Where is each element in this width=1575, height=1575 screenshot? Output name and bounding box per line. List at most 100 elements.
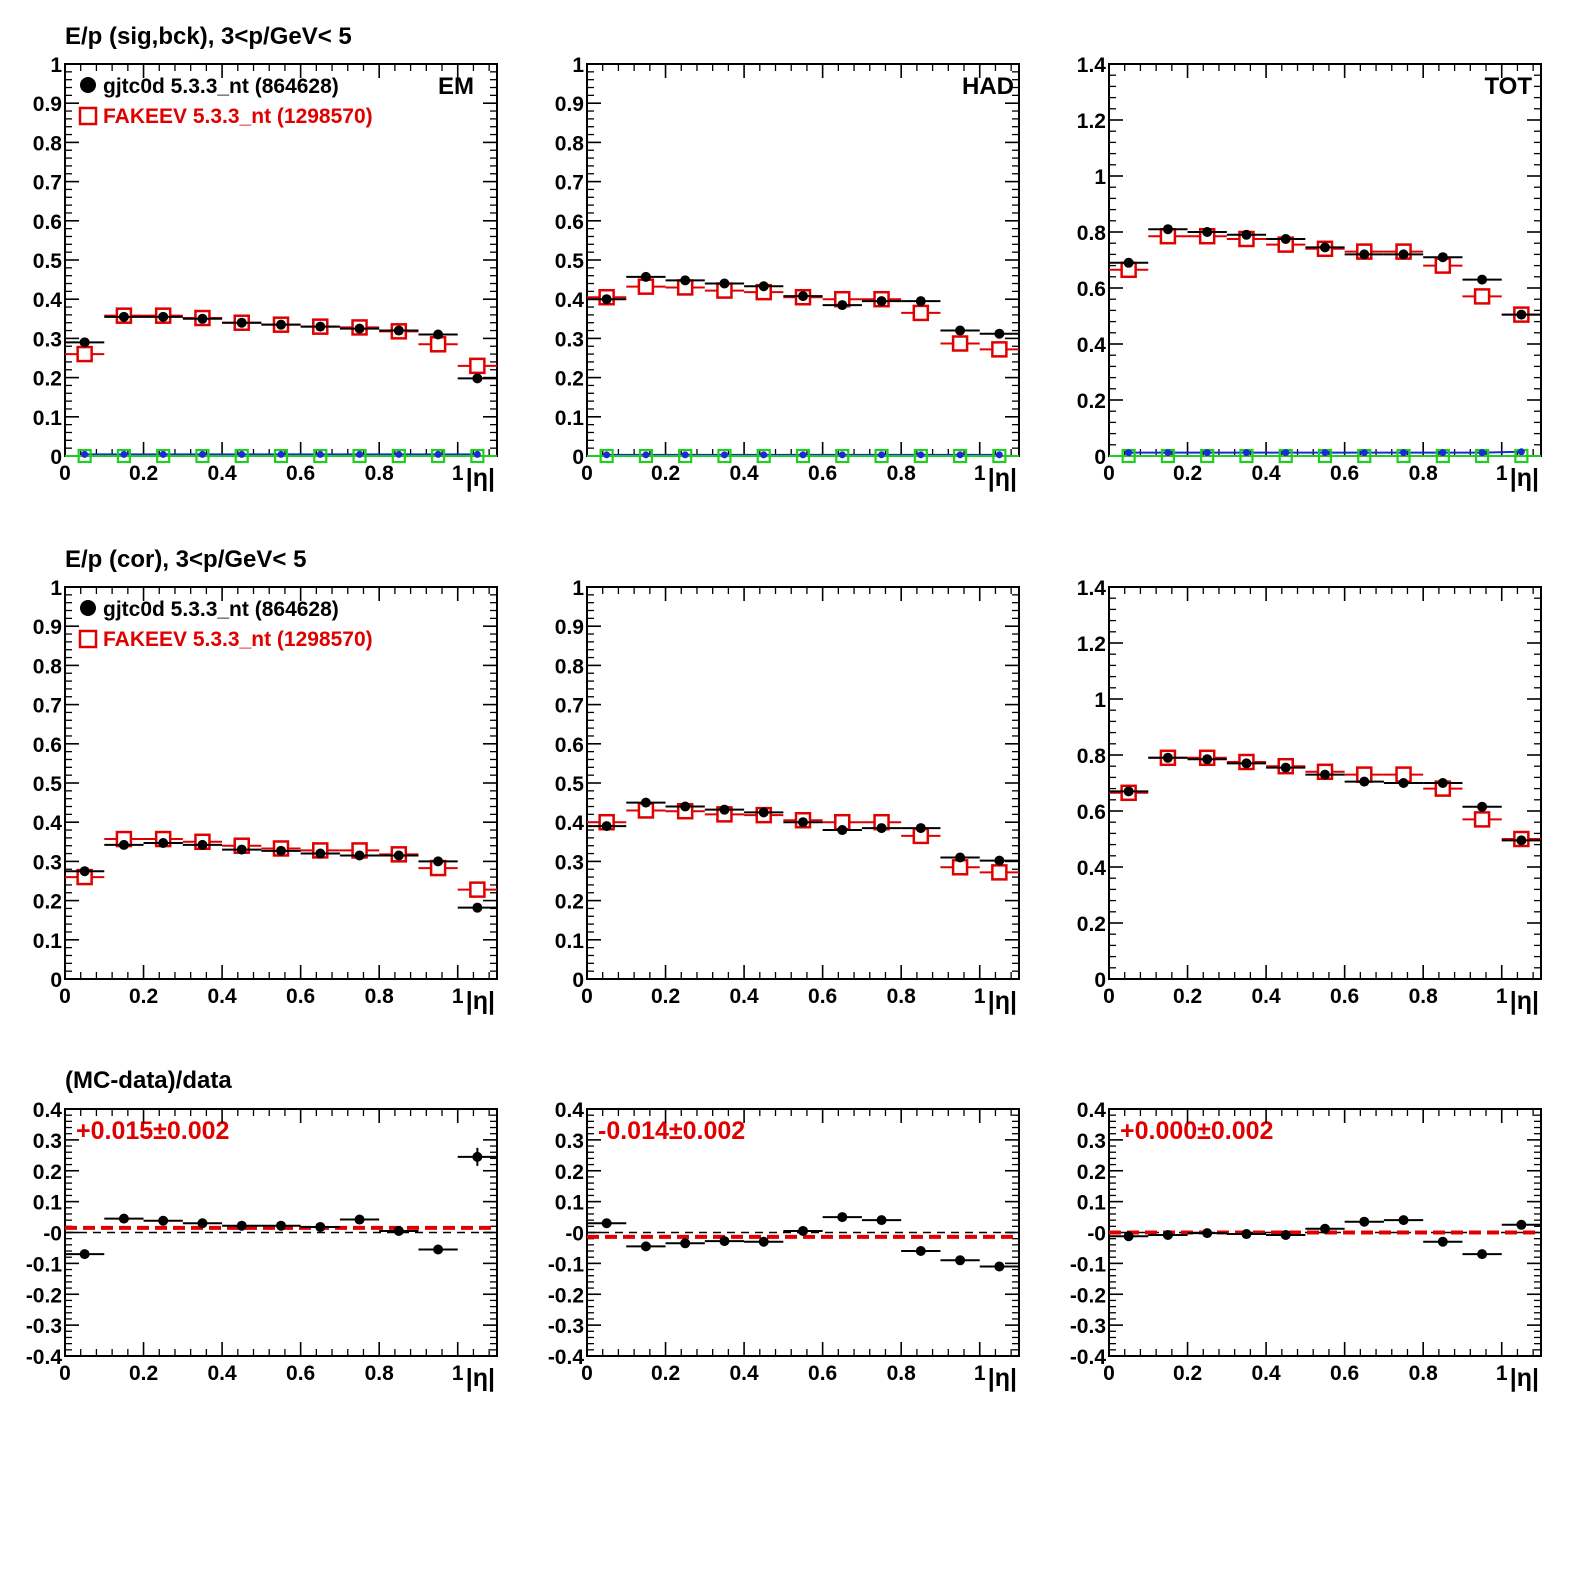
y-tick-label: -0 (565, 1223, 584, 1246)
mc-point (76, 345, 93, 363)
x-tick-label: 0.2 (129, 985, 158, 1008)
y-tick-label: 0.4 (1077, 334, 1107, 357)
x-tick-label: 0.8 (365, 985, 395, 1008)
background-green-marker (678, 448, 693, 464)
ratio-point (640, 1241, 651, 1252)
data-point (1162, 224, 1173, 235)
data-point (680, 801, 691, 812)
background-blue-point (198, 450, 206, 458)
background-blue-point (1282, 449, 1290, 457)
y-tick-label: 1 (50, 54, 62, 77)
data-point (1398, 249, 1409, 260)
plot-frame (1108, 586, 1542, 980)
data-point (1241, 758, 1252, 769)
x-tick-label: 0.8 (365, 462, 395, 485)
x-tick-label: 0.4 (207, 462, 237, 485)
background-blue-point (1360, 449, 1368, 457)
y-tick-label: 0.1 (33, 1192, 63, 1215)
y-tick-label: 0.3 (555, 328, 584, 351)
y-tick-label: 0.1 (33, 930, 63, 953)
x-axis-label: |η| (988, 987, 1017, 1015)
y-tick-label: 1 (572, 577, 584, 600)
y-tick-label: 0.2 (33, 1161, 62, 1184)
y-tick-label: 0.4 (1077, 857, 1107, 880)
y-tick-label: 0.5 (555, 250, 585, 273)
y-tick-label: 0.9 (33, 93, 62, 116)
corner-label-tot: TOT (1484, 73, 1532, 100)
x-tick-label: 0.2 (129, 1362, 158, 1385)
y-tick-label: 1 (1094, 166, 1106, 189)
background-blue-point (120, 450, 128, 458)
background-blue-point (642, 451, 650, 459)
fit-label-em: +0.015±0.002 (76, 1117, 229, 1145)
ratio-point (118, 1213, 129, 1224)
data-point (433, 856, 444, 867)
background-blue-point (238, 450, 246, 458)
y-tick-label: -0.3 (548, 1315, 584, 1338)
y-tick-label: 0.4 (33, 812, 63, 835)
background-blue-point (720, 451, 728, 459)
y-tick-label: 1 (50, 577, 62, 600)
y-tick-label: -0 (43, 1223, 62, 1246)
data-point (1280, 762, 1291, 773)
data-point (955, 325, 966, 336)
x-tick-label: 0.4 (729, 462, 759, 485)
x-tick-label: 0 (1103, 1362, 1115, 1385)
data-point (236, 317, 247, 328)
ratio-point (1437, 1236, 1448, 1247)
background-green-marker (77, 448, 92, 464)
data-point (393, 850, 404, 861)
y-tick-label: 0 (1094, 969, 1106, 992)
y-tick-label: 0.1 (555, 407, 585, 430)
x-tick-label: 0.6 (286, 985, 315, 1008)
legend-mc-label: FAKEEV 5.3.3_nt (1298570) (103, 105, 373, 128)
x-tick-label: 0.4 (729, 1362, 759, 1385)
x-axis-label: |η| (988, 464, 1017, 492)
legend-row1: gjtc0d 5.3.3_nt (864628) FAKEEV 5.3.3_nt… (78, 75, 373, 128)
x-axis-label: |η| (466, 464, 495, 492)
background-green-marker (352, 448, 367, 464)
y-tick-label: -0.1 (548, 1253, 585, 1276)
data-point (433, 329, 444, 340)
data-point (1477, 274, 1488, 285)
ratio-point (197, 1218, 208, 1229)
y-tick-label: 0.8 (555, 655, 585, 678)
y-tick-label: 0.7 (33, 695, 62, 718)
x-tick-label: 0.6 (808, 462, 837, 485)
y-tick-label: 0.2 (1077, 913, 1106, 936)
background-blue-point (316, 450, 324, 458)
corner-label-had: HAD (962, 73, 1014, 100)
y-tick-label: 0.4 (33, 1099, 63, 1122)
x-tick-label: 0.4 (1251, 985, 1281, 1008)
legend-mc-label: FAKEEV 5.3.3_nt (1298570) (103, 628, 373, 651)
y-tick-label: 0.6 (555, 734, 584, 757)
mc-point (469, 357, 486, 375)
ratio-point (1320, 1223, 1330, 1234)
ratio-point (798, 1225, 808, 1236)
ratio-point (680, 1238, 691, 1249)
background-green-marker (156, 448, 171, 464)
y-tick-label: 0 (572, 969, 584, 992)
background-blue-point (1517, 448, 1525, 456)
x-axis-label: |η| (466, 987, 495, 1015)
y-tick-label: 0.8 (1077, 222, 1107, 245)
data-point (837, 825, 848, 836)
ratio-point (876, 1215, 887, 1226)
data-point (158, 311, 169, 322)
background-blue-point (81, 450, 89, 458)
x-tick-label: 0 (59, 1362, 71, 1385)
y-tick-label: 0.4 (1077, 1099, 1107, 1122)
x-axis-label: |η| (988, 1364, 1017, 1392)
y-tick-label: 0.6 (1077, 801, 1106, 824)
background-blue-point (1400, 449, 1408, 457)
data-point (1123, 786, 1134, 797)
panel-1-had: 0 0.1 0.2 0.3 0.4 0.5 0.6 0.7 0.8 0.9 1 0 0.2 0.4 0.6 0… (555, 54, 1020, 492)
y-tick-label: 0.4 (33, 289, 63, 312)
data-point (158, 837, 169, 848)
legend-data-marker (80, 77, 96, 93)
y-tick-label: -0.2 (1070, 1284, 1106, 1307)
y-tick-label: 1.4 (1077, 577, 1107, 600)
x-tick-label: 0.4 (207, 985, 237, 1008)
background-green-marker (430, 448, 446, 464)
